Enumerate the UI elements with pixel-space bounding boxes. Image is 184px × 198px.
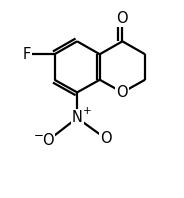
Text: N: N <box>72 110 83 125</box>
Text: O: O <box>100 131 112 147</box>
Text: −: − <box>33 129 43 142</box>
Text: F: F <box>23 47 31 62</box>
Text: +: + <box>83 106 91 116</box>
Text: O: O <box>117 85 128 100</box>
Text: O: O <box>42 133 54 148</box>
Text: O: O <box>117 11 128 26</box>
